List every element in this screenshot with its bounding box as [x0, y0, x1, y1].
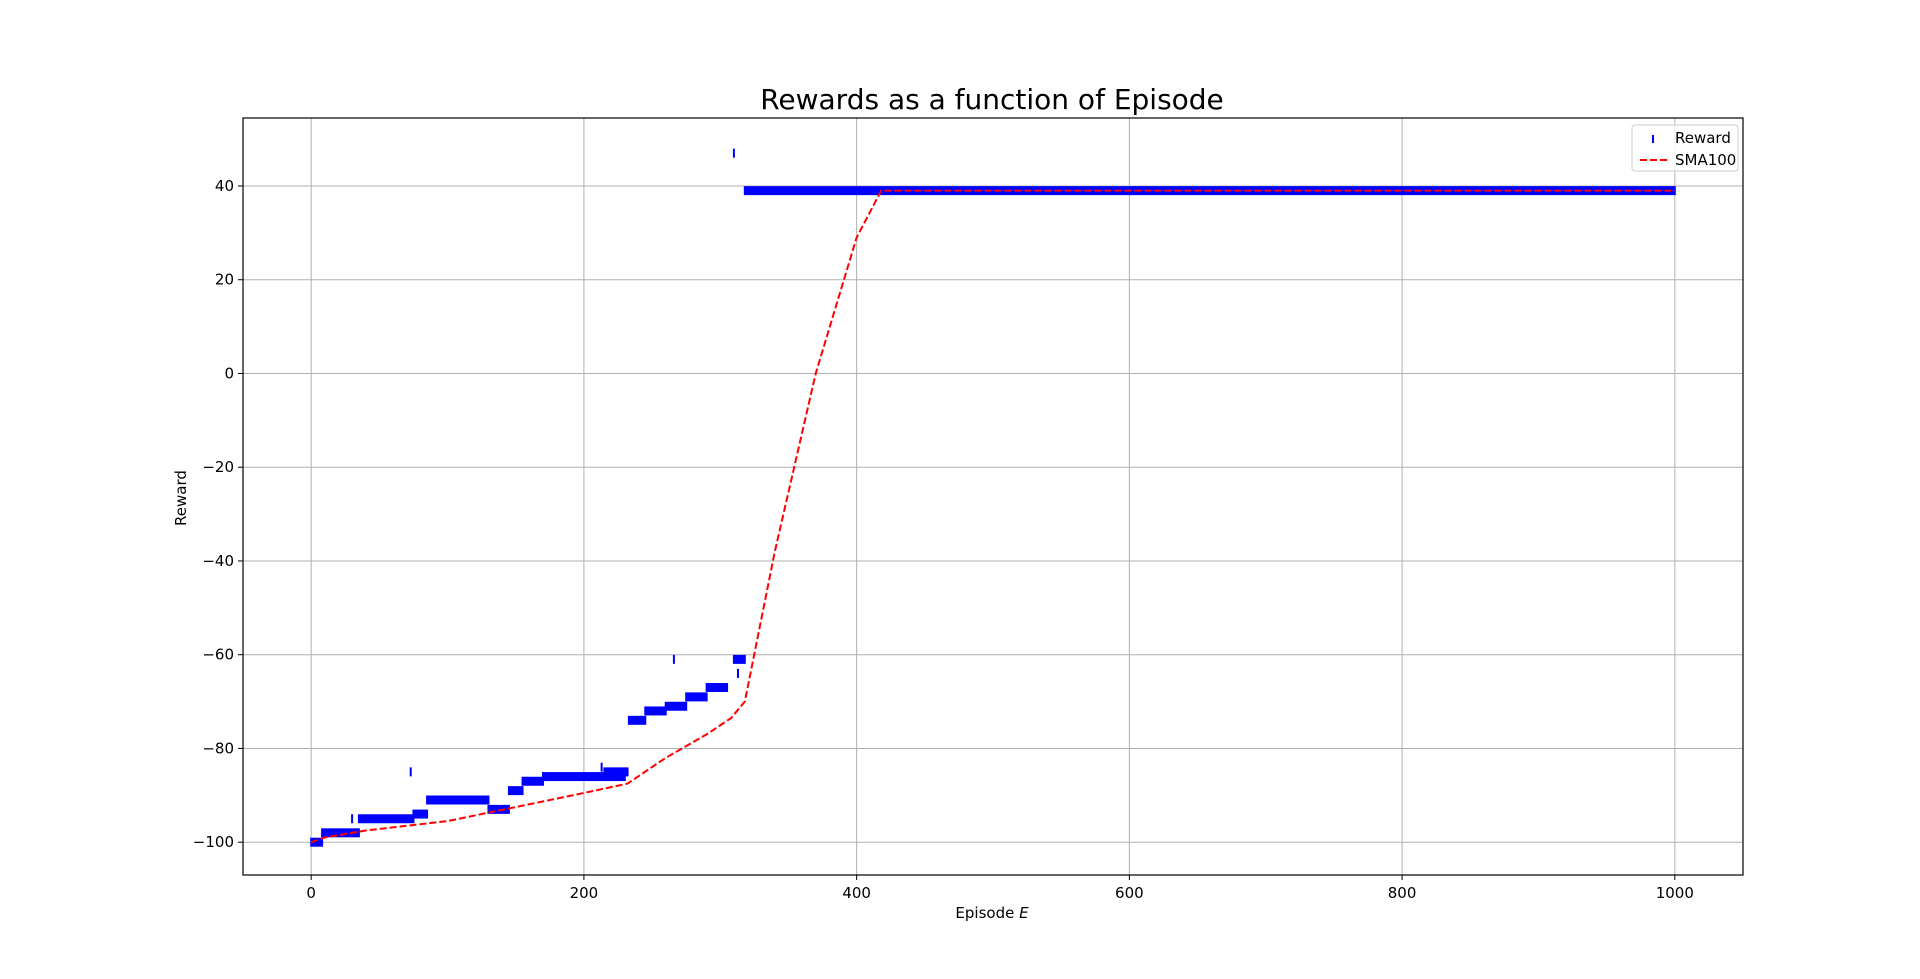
reward-marker-run: [542, 772, 626, 782]
legend-reward-marker: [1652, 135, 1654, 143]
reward-marker-run: [627, 715, 647, 725]
reward-marker: [351, 814, 354, 824]
reward-marker-run: [357, 814, 415, 824]
x-axis-label-symbol: E: [1019, 904, 1029, 922]
reward-marker-run: [664, 701, 688, 711]
reward-marker: [737, 668, 739, 678]
y-tick-label: 20: [215, 271, 234, 289]
legend: Reward SMA100: [1631, 124, 1739, 172]
y-tick-label: −20: [202, 458, 234, 476]
y-tick-label: 40: [215, 177, 234, 195]
y-axis-label: Reward: [172, 470, 190, 526]
y-tick-label: −60: [202, 646, 234, 664]
sma100-line: [310, 189, 1675, 844]
tick-layer: 0 200 400 600 800 1000 −100 −80 −60 −40 −20 0 20 40: [193, 177, 1694, 902]
x-tick-label: 200: [570, 884, 599, 902]
x-tick-label: 600: [1115, 884, 1144, 902]
reward-marker: [600, 762, 603, 772]
reward-marker-run: [487, 804, 510, 814]
reward-marker-run: [732, 654, 746, 664]
x-axis-label: Episode E: [955, 904, 1029, 922]
reward-marker-run: [321, 828, 360, 838]
reward-marker-run: [426, 795, 490, 805]
y-tick-label: −80: [202, 739, 234, 757]
y-tick-label: −40: [202, 552, 234, 570]
series-layer: [310, 148, 1676, 847]
x-tick-label: 800: [1388, 884, 1417, 902]
reward-marker-run: [507, 786, 524, 796]
reward-marker-run: [310, 837, 324, 847]
reward-marker-run: [705, 683, 729, 693]
plot-frame: [242, 117, 1744, 876]
legend-reward-label: Reward: [1675, 129, 1731, 147]
legend-sma100-label: SMA100: [1675, 151, 1736, 169]
x-tick-label: 1000: [1656, 884, 1694, 902]
reward-marker-run: [644, 706, 667, 716]
reward-marker: [672, 654, 675, 664]
reward-marker-run: [412, 809, 429, 819]
x-tick-label: 400: [842, 884, 871, 902]
x-axis-label-text: Episode: [955, 904, 1019, 922]
reward-marker-run: [603, 767, 629, 777]
reward-marker: [732, 148, 735, 158]
legend-box: [1631, 124, 1739, 172]
x-tick-label: 0: [306, 884, 316, 902]
chart-title: Rewards as a function of Episode: [760, 83, 1224, 116]
grid-layer: [243, 118, 1743, 875]
reward-marker-run: [685, 692, 708, 702]
y-tick-label: 0: [224, 364, 234, 382]
y-tick-label: −100: [193, 833, 234, 851]
reward-marker-run: [521, 776, 544, 786]
reward-marker: [409, 767, 412, 777]
